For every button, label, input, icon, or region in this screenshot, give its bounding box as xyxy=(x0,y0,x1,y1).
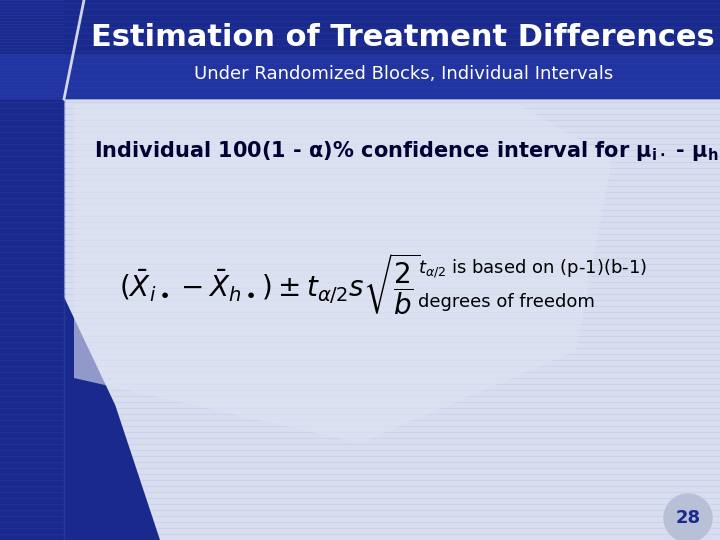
Circle shape xyxy=(664,494,712,540)
Polygon shape xyxy=(0,99,160,540)
Bar xyxy=(0,55,720,99)
Text: $t_{\alpha/2}$ is based on (p-1)(b-1): $t_{\alpha/2}$ is based on (p-1)(b-1) xyxy=(418,258,647,280)
Bar xyxy=(0,99,64,540)
Text: degrees of freedom: degrees of freedom xyxy=(418,293,595,311)
Text: $(\bar{X}_{i\bullet} - \bar{X}_{h\bullet}) \pm t_{\alpha/2} s \sqrt{\dfrac{2}{b}: $(\bar{X}_{i\bullet} - \bar{X}_{h\bullet… xyxy=(119,252,420,316)
Text: 28: 28 xyxy=(675,509,701,527)
Text: Estimation of Treatment Differences: Estimation of Treatment Differences xyxy=(91,23,715,52)
Polygon shape xyxy=(74,104,612,443)
Bar xyxy=(0,0,720,99)
Text: Under Randomized Blocks, Individual Intervals: Under Randomized Blocks, Individual Inte… xyxy=(194,65,613,83)
Text: Individual 100(1 - $\mathbf{\alpha}$)% confidence interval for $\mathbf{\mu_{i\b: Individual 100(1 - $\mathbf{\alpha}$)% c… xyxy=(94,139,720,163)
